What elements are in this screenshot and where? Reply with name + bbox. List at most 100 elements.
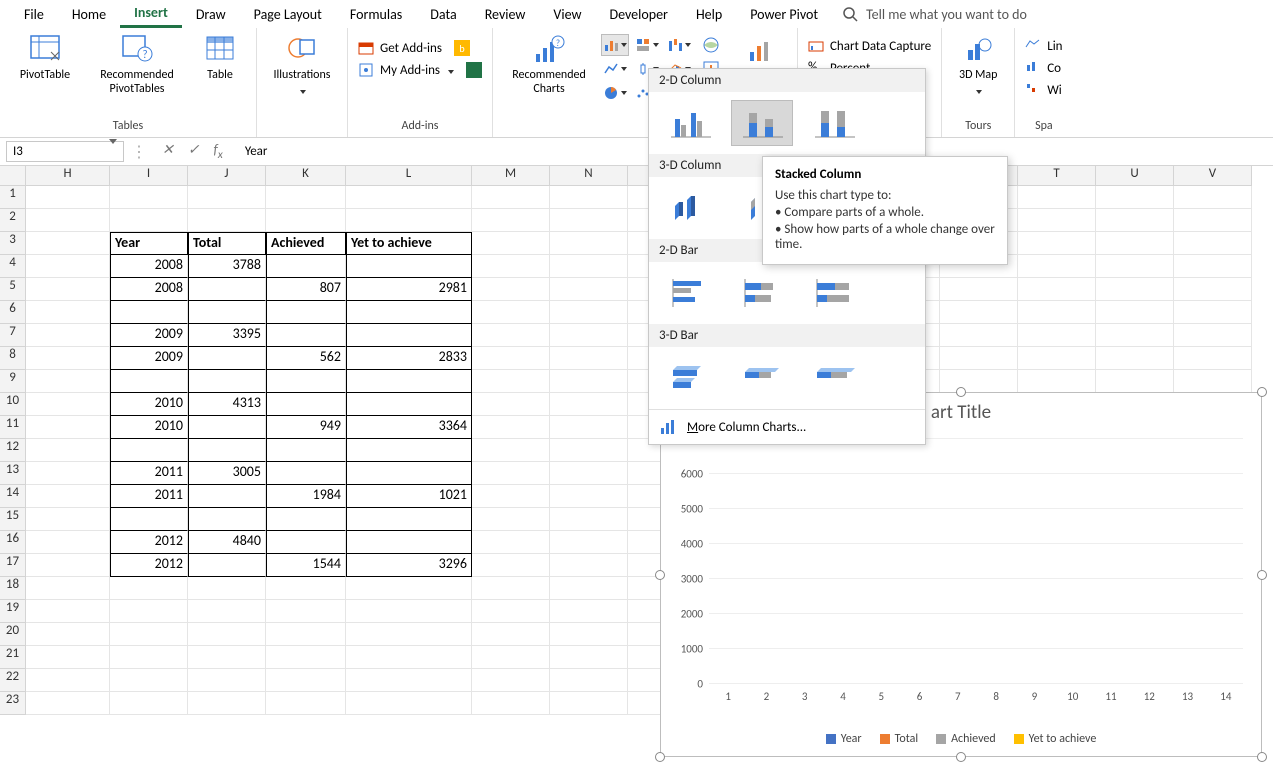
cell[interactable]: 4840 <box>188 531 266 554</box>
cell[interactable] <box>1018 278 1096 301</box>
cell[interactable] <box>110 370 188 393</box>
column-header[interactable]: M <box>472 166 550 186</box>
cell[interactable] <box>472 347 550 370</box>
cell[interactable]: 2833 <box>346 347 472 370</box>
tab-developer[interactable]: Developer <box>595 2 681 27</box>
cell[interactable] <box>1096 324 1174 347</box>
cell[interactable] <box>188 439 266 462</box>
cell[interactable] <box>472 485 550 508</box>
tab-home[interactable]: Home <box>58 2 120 27</box>
pivot-table-button[interactable]: PivotTable <box>6 32 84 84</box>
cell[interactable] <box>188 278 266 301</box>
cell[interactable] <box>266 462 346 485</box>
cell[interactable] <box>550 439 628 462</box>
tell-me-search[interactable]: Tell me what you want to do <box>842 6 1027 23</box>
cell[interactable] <box>26 232 110 255</box>
cell[interactable] <box>346 600 472 623</box>
cell[interactable] <box>472 577 550 600</box>
cell[interactable] <box>472 370 550 393</box>
row-header[interactable]: 7 <box>0 324 26 347</box>
column-header[interactable]: N <box>550 166 628 186</box>
cell[interactable]: 2008 <box>110 255 188 278</box>
cell[interactable] <box>26 669 110 692</box>
chart-object[interactable]: art Title 01000200030004000500060007000 … <box>660 392 1262 757</box>
row-header[interactable]: 13 <box>0 462 26 485</box>
100-stacked-column-option[interactable] <box>803 100 865 146</box>
cell[interactable]: 2981 <box>346 278 472 301</box>
resize-handle[interactable] <box>655 752 665 762</box>
row-header[interactable]: 6 <box>0 301 26 324</box>
row-header[interactable]: 18 <box>0 577 26 600</box>
cell[interactable]: 562 <box>266 347 346 370</box>
cell[interactable] <box>1096 370 1174 393</box>
cell[interactable]: 2012 <box>110 554 188 577</box>
row-header[interactable]: 21 <box>0 646 26 669</box>
stacked-bar-option[interactable] <box>731 270 793 316</box>
cell[interactable] <box>1174 278 1252 301</box>
cell[interactable] <box>266 692 346 715</box>
cell[interactable]: 2008 <box>110 278 188 301</box>
cell[interactable] <box>26 439 110 462</box>
cell[interactable] <box>110 508 188 531</box>
cell[interactable] <box>550 324 628 347</box>
3d-clustered-bar-option[interactable] <box>659 355 721 401</box>
row-header[interactable]: 5 <box>0 278 26 301</box>
resize-handle[interactable] <box>1257 570 1267 580</box>
tab-power-pivot[interactable]: Power Pivot <box>736 2 832 27</box>
row-header[interactable]: 8 <box>0 347 26 370</box>
fx-icon[interactable]: fx <box>213 141 222 162</box>
cell[interactable]: 2010 <box>110 393 188 416</box>
cell[interactable]: 807 <box>266 278 346 301</box>
cell[interactable] <box>472 255 550 278</box>
cell[interactable]: 2011 <box>110 485 188 508</box>
cell[interactable] <box>266 301 346 324</box>
cell[interactable]: 2009 <box>110 347 188 370</box>
cell[interactable] <box>1018 209 1096 232</box>
cell[interactable] <box>1174 186 1252 209</box>
cell[interactable] <box>188 485 266 508</box>
cell[interactable] <box>472 416 550 439</box>
cell[interactable] <box>110 669 188 692</box>
cell[interactable] <box>940 278 1018 301</box>
tab-formulas[interactable]: Formulas <box>336 2 416 27</box>
cell[interactable] <box>1018 370 1096 393</box>
tab-page-layout[interactable]: Page Layout <box>240 2 336 27</box>
cell[interactable] <box>550 577 628 600</box>
cell[interactable] <box>346 577 472 600</box>
cell[interactable] <box>188 669 266 692</box>
name-box[interactable]: I3 <box>6 141 124 162</box>
cell[interactable] <box>472 692 550 715</box>
recommended-pivot-button[interactable]: ? Recommended PivotTables <box>86 32 188 98</box>
cell[interactable] <box>550 462 628 485</box>
stacked-column-option[interactable] <box>731 100 793 146</box>
cell[interactable] <box>1018 347 1096 370</box>
cell[interactable] <box>550 347 628 370</box>
recommended-charts-button[interactable]: ? Recommended Charts <box>499 32 599 98</box>
pie-chart-button[interactable] <box>601 82 629 104</box>
cell[interactable] <box>266 393 346 416</box>
cell[interactable]: 2010 <box>110 416 188 439</box>
cell[interactable]: 1021 <box>346 485 472 508</box>
cell[interactable] <box>1096 347 1174 370</box>
tab-view[interactable]: View <box>539 2 595 27</box>
row-header[interactable]: 22 <box>0 669 26 692</box>
cell[interactable] <box>550 600 628 623</box>
cell[interactable] <box>188 646 266 669</box>
cell[interactable] <box>472 669 550 692</box>
cell[interactable] <box>26 393 110 416</box>
cell[interactable] <box>346 646 472 669</box>
cell[interactable] <box>26 531 110 554</box>
cell[interactable] <box>188 416 266 439</box>
cell[interactable] <box>26 301 110 324</box>
3d-100-stacked-bar-option[interactable] <box>803 355 865 401</box>
cell[interactable]: 3005 <box>188 462 266 485</box>
column-chart-button[interactable] <box>601 34 629 56</box>
cell[interactable]: 2009 <box>110 324 188 347</box>
line-chart-button[interactable] <box>601 58 629 80</box>
cell[interactable] <box>472 462 550 485</box>
3d-clustered-column-option[interactable] <box>659 185 721 231</box>
cell[interactable] <box>940 347 1018 370</box>
visio-icon[interactable] <box>466 62 482 78</box>
cell[interactable] <box>1018 232 1096 255</box>
column-header[interactable]: L <box>346 166 472 186</box>
